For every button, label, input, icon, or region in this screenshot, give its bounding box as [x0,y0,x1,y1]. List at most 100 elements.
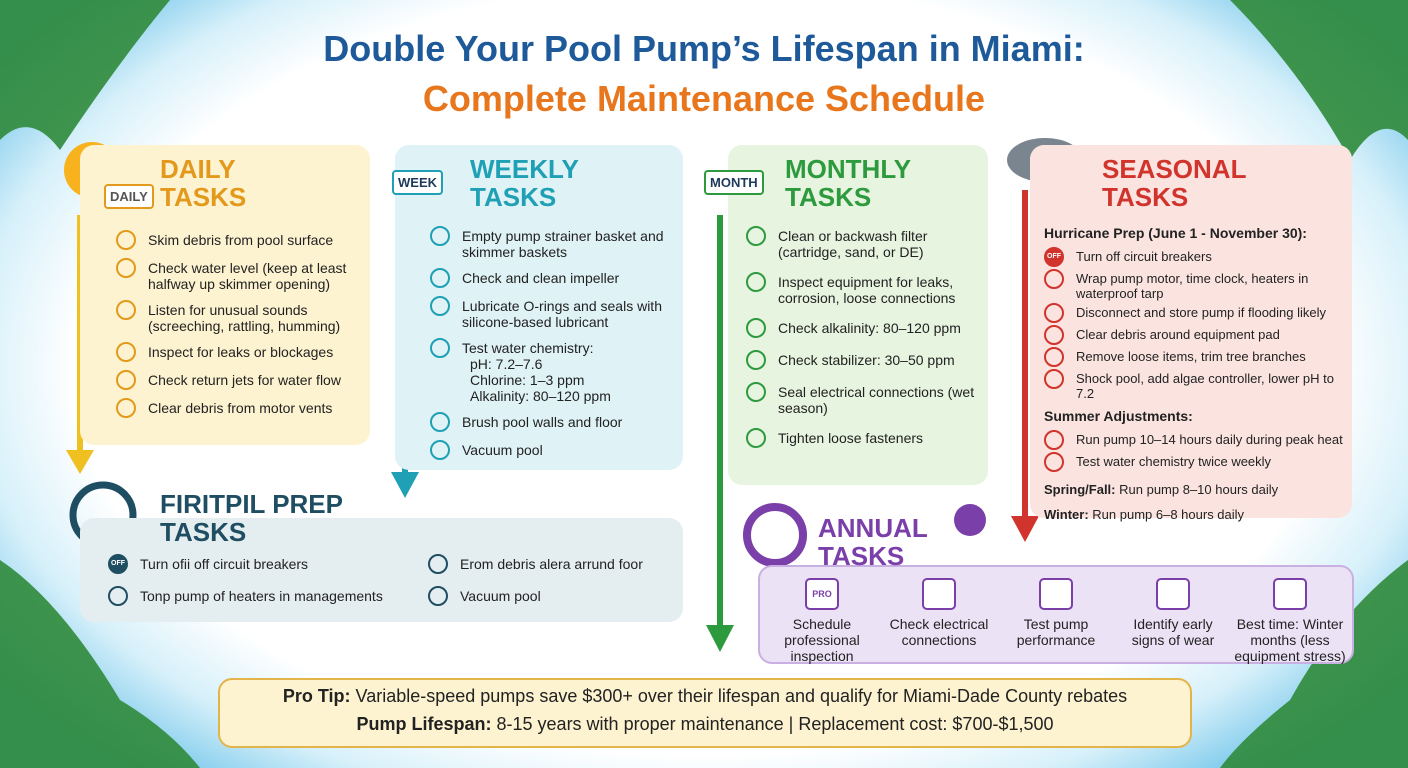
person-icon [954,504,986,536]
task-item: Check and clean impeller [430,268,678,288]
annual-icon [1156,578,1190,610]
task-text: Brush pool walls and floor [462,414,623,430]
section-title: WEEKLY TASKS [470,154,579,212]
calendar-label: DAILY [104,184,154,209]
calendar-label: MONTH [704,170,764,195]
task-icon [116,370,136,390]
task-text: Remove loose items, trim tree branches [1076,349,1306,364]
task-body: Check stabilizer: 30–50 ppm [778,352,955,368]
task-icon [1044,452,1064,472]
task-item: Check stabilizer: 30–50 ppm [746,350,986,370]
task-item: Tighten loose fasteners [746,428,986,448]
task-icon [430,296,450,316]
note-text: Run pump 6–8 hours daily [1092,507,1245,522]
task-item: Check alkalinity: 80–120 ppm [746,318,986,338]
task-text: Test water chemistry twice weekly [1076,454,1272,469]
task-icon [116,300,136,320]
task-icon [108,586,128,606]
task-item: Inspect for leaks or blockages [116,342,366,362]
task-body: Check alkalinity: 80–120 ppm [778,320,961,336]
annual-icon [922,578,956,610]
task-body: Brush pool walls and floor [462,414,622,430]
task-icon: OFF [1044,247,1064,267]
task-icon: OFF [108,554,128,574]
footer-panel [218,678,1192,748]
task-body: Erom debris alera arrund foor [460,556,643,572]
task-text: Lubricate O-rings and seals with silicon… [462,298,662,330]
task-text: Seal electrical connections (wet season) [778,384,975,416]
task-text: Vacuum pool [462,442,543,458]
task-icon [430,338,450,358]
task-item: Remove loose items, trim tree branches [1044,347,1348,367]
task-icon [746,226,766,246]
task-item: Inspect equipment for leaks, corrosion, … [746,272,986,306]
annual-item: Check electrical connections [883,578,995,664]
task-detail: Chlorine: 1–3 ppm [470,372,585,388]
task-text: Turn ofii off circuit breakers [140,556,309,572]
task-list: PRO Schedule professional inspection Check… [766,578,1346,664]
task-text: Check return jets for water flow [148,372,341,388]
task-item: Seal electrical connections (wet season) [746,382,986,416]
task-text: Disconnect and store pump if flooding li… [1076,305,1327,320]
task-text: Inspect equipment for leaks, corrosion, … [778,274,956,306]
task-item: Disconnect and store pump if flooding li… [1044,303,1348,323]
task-body: Clear debris from motor vents [148,400,332,416]
task-item: Test water chemistry twice weekly [1044,452,1348,472]
task-item: OFF Turn ofii off circuit breakers [108,554,428,574]
task-icon [1044,430,1064,450]
section-title: FIRITPIL PREP TASKS [160,489,343,547]
task-text: Check electrical connections [889,616,989,648]
task-body: Listen for unusual sounds (screeching, r… [148,302,366,334]
task-text: Run pump 10–14 hours daily during peak h… [1076,432,1343,447]
task-icon [430,412,450,432]
task-text: Clear debris from motor vents [148,400,333,416]
task-body: Vacuum pool [460,588,541,604]
task-icon [116,258,136,278]
annual-item: PRO Schedule professional inspection [766,578,878,664]
task-body: Seal electrical connections (wet season) [778,384,986,416]
task-text: Clean or backwash filter (cartridge, san… [778,228,928,260]
section-title: ANNUAL TASKS [818,513,928,571]
task-item: Clear debris from motor vents [116,398,366,418]
task-text: Identify early signs of wear [1131,616,1215,648]
task-list: Hurricane Prep (June 1 - November 30): OF… [1044,222,1348,522]
task-item: Brush pool walls and floor [430,412,678,432]
lifespan: Pump Lifespan: 8-15 years with proper ma… [218,714,1192,735]
annual-icon: PRO [805,578,839,610]
task-list: Skim debris from pool surface Check water… [116,230,366,418]
task-body: Turn ofii off circuit breakers [140,556,308,572]
task-item: Shock pool, add algae controller, lower … [1044,369,1348,401]
task-item: Erom debris alera arrund foor [428,554,668,574]
tip-label: Pro Tip: [282,686,351,706]
task-text: Tighten loose fasteners [778,430,924,446]
task-item: Test water chemistry: pH: 7.2–7.6 Chlorine… [430,338,678,404]
gear-icon [743,503,807,567]
task-body: Inspect equipment for leaks, corrosion, … [778,274,986,306]
task-item: Clear debris around equipment pad [1044,325,1348,345]
annual-icon [1039,578,1073,610]
task-item: Wrap pump motor, time clock, heaters in … [1044,269,1348,301]
task-body: Test water chemistry: pH: 7.2–7.6 Chlorine… [462,340,611,404]
task-icon [746,272,766,292]
task-icon [116,398,136,418]
annual-item: Test pump performance [1000,578,1112,664]
task-detail: Alkalinity: 80–120 ppm [470,388,611,404]
task-icon [1044,347,1064,367]
task-text: Inspect for leaks or blockages [148,344,334,360]
task-icon [428,554,448,574]
task-icon [116,230,136,250]
task-icon [430,268,450,288]
task-icon [116,342,136,362]
task-body: Tonp pump of heaters in managements [140,588,383,604]
task-text: Wrap pump motor, time clock, heaters in … [1076,271,1309,301]
task-icon [1044,369,1064,389]
task-item: Tonp pump of heaters in managements [108,586,428,606]
task-body: Check and clean impeller [462,270,619,286]
task-text: Tonp pump of heaters in managements [140,588,383,604]
task-item: Listen for unusual sounds (screeching, r… [116,300,366,334]
task-item: Empty pump strainer basket and skimmer b… [430,226,678,260]
lifespan-text: 8-15 years with proper maintenance | Rep… [496,714,1054,734]
title-line2: Complete Maintenance Schedule [422,78,986,119]
annual-item: Identify early signs of wear [1117,578,1229,664]
